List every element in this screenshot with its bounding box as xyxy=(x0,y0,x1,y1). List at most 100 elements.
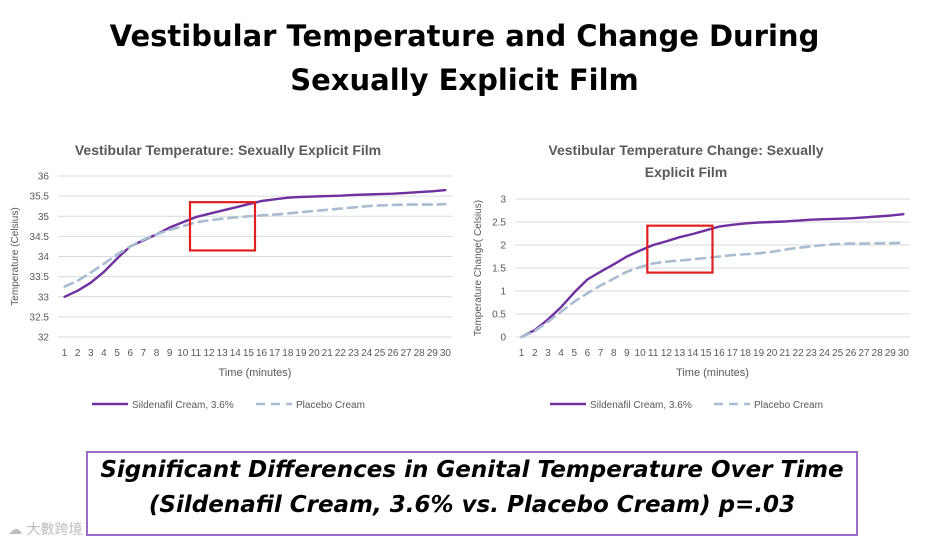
x-tick-label: 11 xyxy=(191,348,202,359)
chart-title-2-line1: Vestibular Temperature Change: Sexually xyxy=(548,142,823,158)
x-tick-label: 17 xyxy=(269,348,281,359)
y-tick-label: 2.5 xyxy=(492,218,506,229)
x-tick-label: 21 xyxy=(322,348,334,359)
x-tick-label: 5 xyxy=(114,348,120,359)
x-tick-label: 6 xyxy=(127,348,133,359)
x-tick-label: 9 xyxy=(167,348,173,359)
x-tick-label: 16 xyxy=(714,348,726,359)
highlight-box xyxy=(646,224,714,274)
callout-line2: (Sildenafil Cream, 3.6% vs. Placebo Crea… xyxy=(148,492,796,518)
legend-placebo-label: Placebo Cream xyxy=(296,400,365,411)
legend-sildenafil-label: Sildenafil Cream, 3.6% xyxy=(590,400,692,411)
y-tick-label: 32.5 xyxy=(30,312,50,323)
x-tick-label: 7 xyxy=(598,348,604,359)
x-tick-label: 2 xyxy=(75,348,81,359)
x-tick-label: 4 xyxy=(101,348,107,359)
x-tick-label: 23 xyxy=(806,348,818,359)
x-tick-label: 24 xyxy=(819,348,831,359)
x-axis-title: Time (minutes) xyxy=(676,367,749,379)
legend-placebo-label: Placebo Cream xyxy=(754,400,823,411)
x-tick-label: 25 xyxy=(374,348,386,359)
slide-title: Vestibular Temperature and Change During… xyxy=(0,14,929,102)
x-tick-label: 5 xyxy=(571,348,577,359)
y-tick-label: 36 xyxy=(38,172,50,183)
x-tick-label: 12 xyxy=(203,348,215,359)
placebo-line xyxy=(63,202,447,289)
x-tick-label: 17 xyxy=(727,348,739,359)
chart-title-2-line2: Explicit Film xyxy=(645,164,727,180)
x-tick-label: 24 xyxy=(361,348,373,359)
x-tick-label: 15 xyxy=(700,348,712,359)
y-tick-label: 34 xyxy=(38,252,50,263)
y-tick-label: 3 xyxy=(500,195,506,206)
x-tick-label: 16 xyxy=(256,348,268,359)
legend-sildenafil-label: Sildenafil Cream, 3.6% xyxy=(132,400,234,411)
x-tick-label: 19 xyxy=(753,348,765,359)
chart-title-1-line1: Vestibular Temperature: Sexually Explici… xyxy=(75,142,381,158)
slide-title-line1: Vestibular Temperature and Change During xyxy=(109,19,820,53)
x-tick-label: 27 xyxy=(400,348,412,359)
x-tick-label: 22 xyxy=(335,348,347,359)
x-tick-label: 28 xyxy=(872,348,884,359)
slide-title-line2: Sexually Explicit Film xyxy=(290,63,639,97)
y-tick-label: 0 xyxy=(500,333,506,344)
x-tick-label: 30 xyxy=(440,348,452,359)
x-tick-label: 10 xyxy=(635,348,647,359)
x-tick-label: 18 xyxy=(740,348,752,359)
x-tick-label: 6 xyxy=(585,348,591,359)
y-tick-label: 1 xyxy=(500,287,506,298)
x-tick-label: 7 xyxy=(141,348,147,359)
x-tick-label: 26 xyxy=(387,348,399,359)
x-tick-label: 30 xyxy=(898,348,910,359)
x-tick-label: 10 xyxy=(177,348,189,359)
x-tick-label: 14 xyxy=(687,348,699,359)
x-tick-label: 8 xyxy=(154,348,160,359)
x-tick-label: 11 xyxy=(648,348,659,359)
x-tick-label: 20 xyxy=(766,348,778,359)
x-tick-label: 1 xyxy=(62,348,68,359)
y-tick-label: 0.5 xyxy=(492,310,506,321)
y-tick-label: 33.5 xyxy=(30,272,50,283)
x-tick-label: 13 xyxy=(217,348,229,359)
x-tick-label: 18 xyxy=(282,348,294,359)
x-tick-label: 15 xyxy=(243,348,255,359)
y-tick-label: 35.5 xyxy=(30,192,50,203)
y-axis-title: Temperature (Celsius) xyxy=(10,207,21,305)
x-axis-title: Time (minutes) xyxy=(219,367,292,379)
y-tick-label: 32 xyxy=(38,333,50,344)
x-tick-label: 29 xyxy=(885,348,897,359)
y-axis-title: Temperature Change( Celsius) xyxy=(473,200,484,336)
x-tick-label: 28 xyxy=(414,348,426,359)
x-tick-label: 22 xyxy=(793,348,805,359)
x-tick-label: 9 xyxy=(624,348,630,359)
y-tick-label: 34.5 xyxy=(30,232,50,243)
watermark: ☁ 大數跨境 xyxy=(8,519,82,539)
x-tick-label: 23 xyxy=(348,348,360,359)
x-tick-label: 4 xyxy=(558,348,564,359)
x-tick-label: 8 xyxy=(611,348,617,359)
x-tick-label: 19 xyxy=(295,348,307,359)
x-tick-label: 20 xyxy=(309,348,321,359)
x-tick-label: 14 xyxy=(230,348,242,359)
x-tick-label: 29 xyxy=(427,348,439,359)
charts-area: Vestibular Temperature: Sexually Explici… xyxy=(10,142,910,411)
y-tick-label: 1.5 xyxy=(492,264,506,275)
x-tick-label: 13 xyxy=(674,348,686,359)
significance-callout: Significant Differences in Genital Tempe… xyxy=(86,451,858,536)
y-tick-label: 2 xyxy=(500,241,506,252)
watermark-text: 大數跨境 xyxy=(26,522,83,538)
x-tick-label: 27 xyxy=(858,348,870,359)
y-tick-label: 33 xyxy=(38,292,50,303)
x-tick-label: 21 xyxy=(779,348,791,359)
x-tick-label: 26 xyxy=(845,348,857,359)
cloud-logo-icon: ☁ xyxy=(8,522,22,538)
x-tick-label: 3 xyxy=(545,348,551,359)
x-tick-label: 1 xyxy=(519,348,525,359)
x-tick-label: 2 xyxy=(532,348,538,359)
x-tick-label: 3 xyxy=(88,348,94,359)
x-tick-label: 12 xyxy=(661,348,673,359)
y-tick-label: 35 xyxy=(38,212,50,223)
highlight-box xyxy=(188,201,257,252)
x-tick-label: 25 xyxy=(832,348,844,359)
callout-line1: Significant Differences in Genital Tempe… xyxy=(100,457,844,483)
